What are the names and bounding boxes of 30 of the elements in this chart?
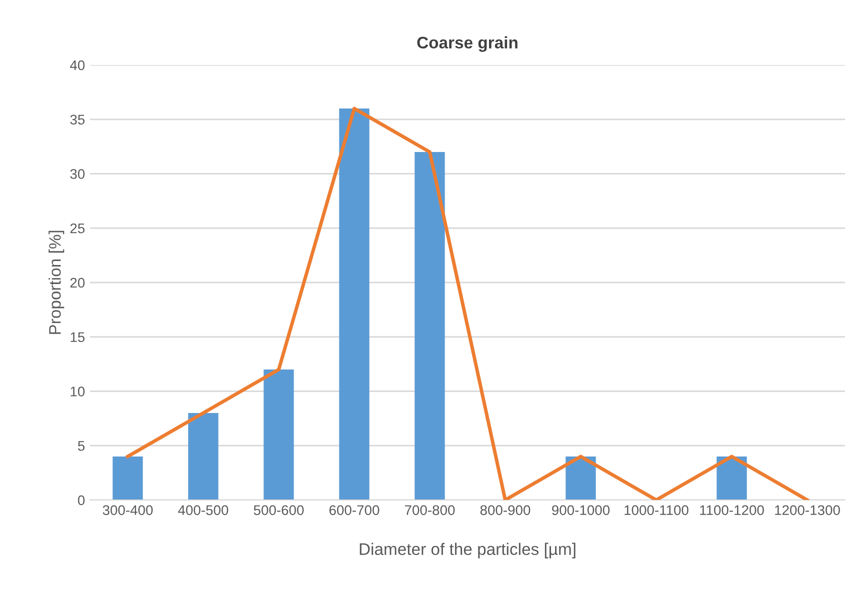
bar (566, 456, 596, 500)
x-axis-title: Diameter of the particles [µm] (360, 542, 576, 558)
bar (188, 413, 218, 500)
y-tick-label: 20 (70, 278, 85, 288)
bar (112, 456, 143, 500)
x-tick-label: 1100-1200 (700, 505, 764, 516)
x-tick-label: 1200-1300 (775, 505, 840, 516)
y-tick-label: 25 (70, 223, 85, 234)
x-tick-label: 1000-1100 (624, 505, 688, 516)
bar (264, 370, 294, 500)
x-tick-label: 300-400 (102, 505, 153, 516)
bar (339, 108, 370, 500)
line-series (126, 106, 809, 500)
y-axis-title: Proportion [%] (48, 230, 64, 334)
bar (414, 152, 445, 500)
x-tick-label: 600-700 (329, 505, 380, 516)
x-tick-label: 900-1000 (552, 505, 610, 516)
y-tick-label: 35 (70, 114, 85, 125)
chart-title: Coarse grain (417, 36, 518, 52)
x-tick-label: 500-600 (254, 505, 304, 516)
y-tick-label: 0 (78, 495, 85, 506)
x-tick-label: 400-500 (178, 505, 228, 516)
y-tick-label: 30 (70, 169, 85, 179)
y-tick-label: 15 (70, 332, 85, 342)
x-tick-label: 800-900 (480, 505, 530, 516)
x-tick-label: 700-800 (404, 505, 455, 516)
y-tick-label: 40 (70, 60, 85, 70)
y-tick-label: 5 (78, 441, 85, 451)
bar (716, 456, 747, 500)
y-tick-label: 10 (70, 386, 85, 396)
